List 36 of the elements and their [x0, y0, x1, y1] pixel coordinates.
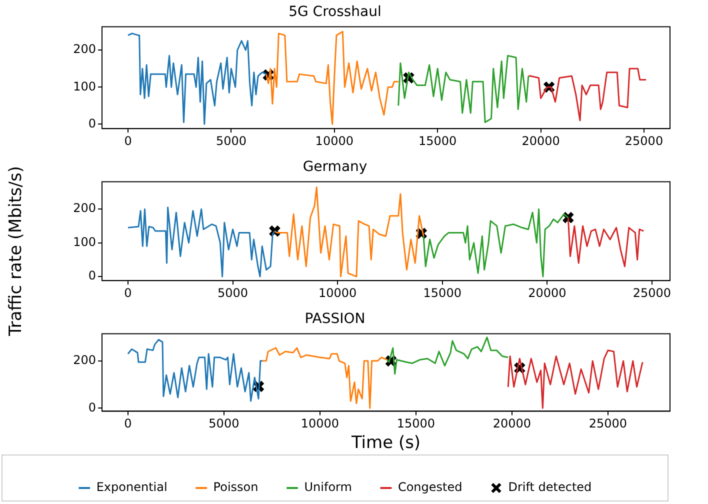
- legend-label: Poisson: [213, 480, 258, 494]
- x-tick-label: 20000: [528, 286, 566, 300]
- legend-label: Uniform: [304, 480, 352, 494]
- y-tick-label: 0: [88, 268, 96, 283]
- y-tick-label: 200: [73, 353, 96, 368]
- y-tick-label: 0: [88, 116, 96, 130]
- x-tick-label: 20000: [492, 416, 532, 431]
- x-tick-label: 20000: [522, 134, 560, 148]
- legend-label: Exponential: [96, 480, 168, 494]
- x-tick-label: 0: [124, 134, 132, 148]
- x-tick-label: 5000: [218, 286, 248, 300]
- x-tick-label: 10000: [315, 134, 354, 148]
- legend-label: Drift detected: [508, 480, 592, 494]
- x-axis-title: Time (s): [350, 433, 421, 454]
- y-tick-label: 0: [88, 400, 96, 414]
- x-tick-label: 15000: [418, 134, 457, 148]
- x-tick-label: 25000: [588, 416, 628, 431]
- x-tick-label: 10000: [300, 416, 340, 431]
- x-tick-label: 15000: [423, 286, 462, 300]
- legend-label: Congested: [398, 480, 462, 494]
- x-tick-label: 0: [124, 416, 132, 431]
- chart-title: PASSION: [304, 311, 366, 328]
- y-tick-label: 200: [73, 42, 96, 56]
- y-tick-label: 200: [73, 201, 96, 216]
- chart-title: Germany: [302, 159, 368, 176]
- y-tick-label: 100: [73, 234, 96, 249]
- x-tick-label: 0: [124, 286, 132, 300]
- x-tick-label: 15000: [396, 416, 436, 431]
- x-tick-label: 10000: [318, 286, 357, 300]
- x-tick-label: 25000: [632, 286, 672, 300]
- y-tick-label: 100: [73, 79, 96, 94]
- x-tick-label: 25000: [624, 134, 664, 148]
- y-axis-title: Traffic rate (Mbits/s): [6, 166, 26, 336]
- chart-title: 5G Crosshaul: [288, 4, 382, 20]
- x-tick-label: 5000: [208, 416, 240, 431]
- x-tick-label: 5000: [216, 134, 246, 148]
